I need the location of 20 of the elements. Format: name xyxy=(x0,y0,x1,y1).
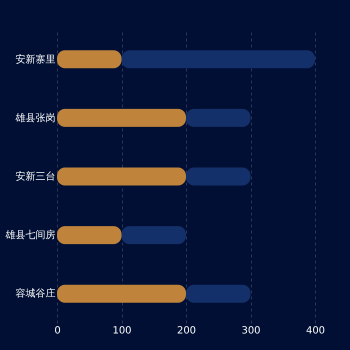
y-tick-label: 雄县七间房 xyxy=(4,229,56,242)
bar xyxy=(57,226,122,244)
y-tick-label: 雄县张岗 xyxy=(14,112,56,124)
bar xyxy=(57,284,186,303)
bar xyxy=(57,168,186,186)
y-tick-label: 安新三台 xyxy=(16,170,56,182)
bar xyxy=(186,168,250,186)
y-tick-label: 安新寨里 xyxy=(16,53,56,66)
bar xyxy=(122,226,186,244)
x-tick-label: 400 xyxy=(306,326,326,336)
bar xyxy=(57,50,122,68)
bar xyxy=(186,108,250,127)
bar xyxy=(186,284,250,303)
x-tick-label: 100 xyxy=(112,326,132,336)
bar xyxy=(122,50,315,68)
bar xyxy=(57,108,186,127)
x-tick-label: 300 xyxy=(241,326,261,336)
y-tick-label: 容城谷庄 xyxy=(16,288,56,300)
x-tick-label: 200 xyxy=(176,326,196,336)
x-tick-label: 0 xyxy=(54,326,61,336)
